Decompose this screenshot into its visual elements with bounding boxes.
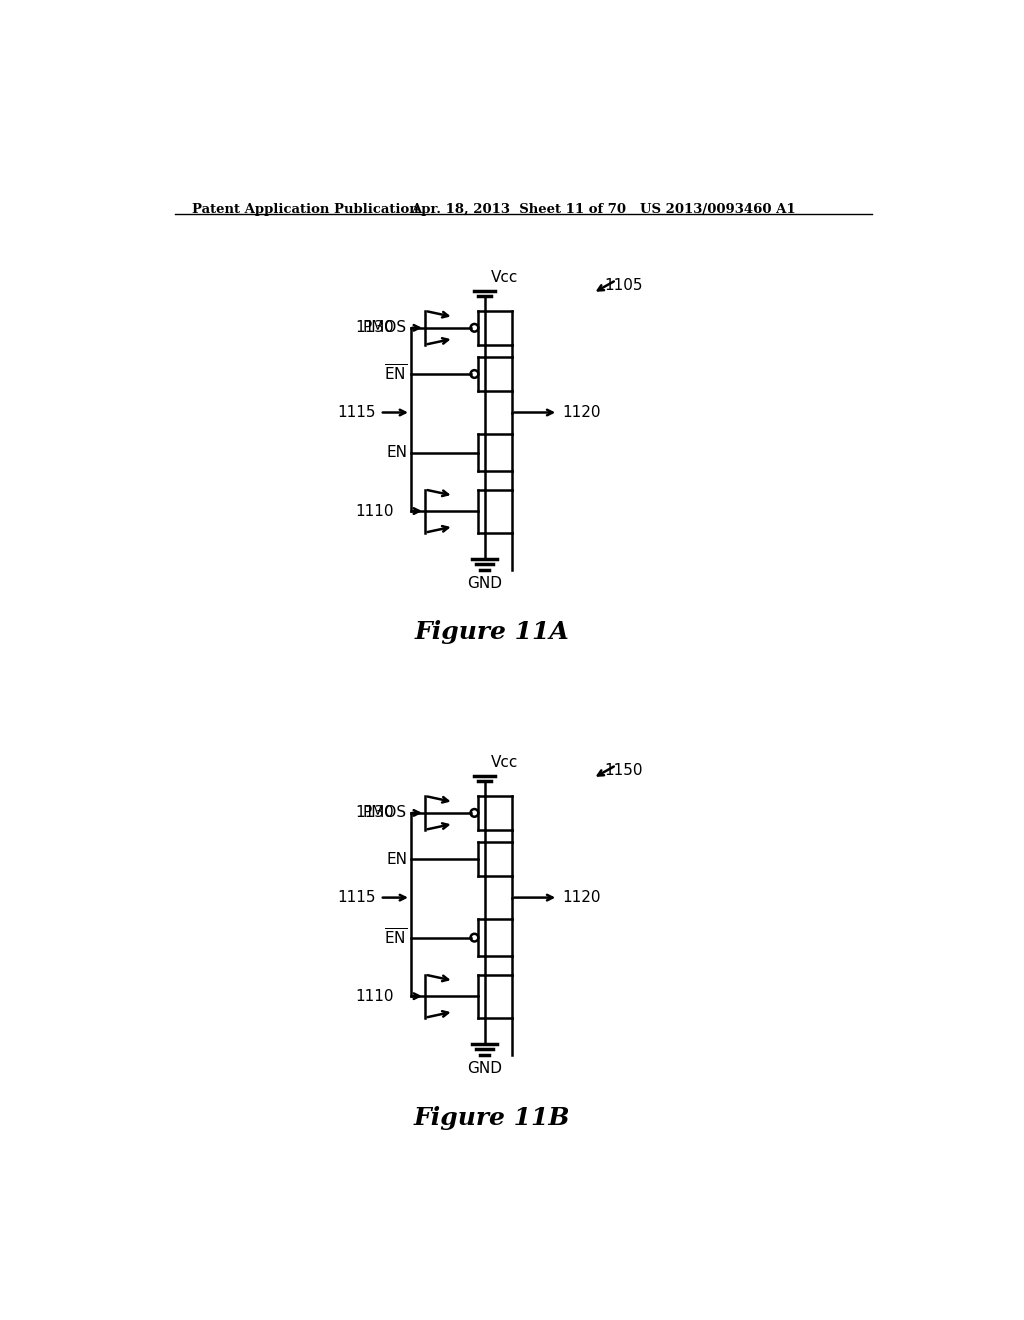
- Text: Vcc: Vcc: [490, 755, 518, 770]
- Text: Apr. 18, 2013  Sheet 11 of 70: Apr. 18, 2013 Sheet 11 of 70: [411, 203, 626, 216]
- Text: Figure 11B: Figure 11B: [414, 1106, 570, 1130]
- Text: Figure 11A: Figure 11A: [415, 620, 569, 644]
- Text: 1120: 1120: [562, 890, 600, 906]
- Text: 1130: 1130: [355, 805, 394, 821]
- Text: US 2013/0093460 A1: US 2013/0093460 A1: [640, 203, 795, 216]
- Text: EN: EN: [386, 851, 407, 867]
- Text: Patent Application Publication: Patent Application Publication: [191, 203, 418, 216]
- Text: 1110: 1110: [355, 503, 394, 519]
- Text: GND: GND: [467, 576, 502, 591]
- Text: 1120: 1120: [562, 405, 600, 420]
- Text: PMOS: PMOS: [362, 805, 407, 821]
- Text: PMOS: PMOS: [362, 321, 407, 335]
- Text: 1105: 1105: [604, 277, 643, 293]
- Text: Vcc: Vcc: [490, 271, 518, 285]
- Text: 1115: 1115: [338, 890, 376, 906]
- Text: 1110: 1110: [355, 989, 394, 1003]
- Text: 1150: 1150: [604, 763, 643, 777]
- Text: EN: EN: [386, 445, 407, 461]
- Text: 1130: 1130: [355, 321, 394, 335]
- Text: $\overline{\rm EN}$: $\overline{\rm EN}$: [384, 364, 407, 384]
- Text: 1115: 1115: [338, 405, 376, 420]
- Text: GND: GND: [467, 1061, 502, 1076]
- Text: $\overline{\rm EN}$: $\overline{\rm EN}$: [384, 928, 407, 948]
